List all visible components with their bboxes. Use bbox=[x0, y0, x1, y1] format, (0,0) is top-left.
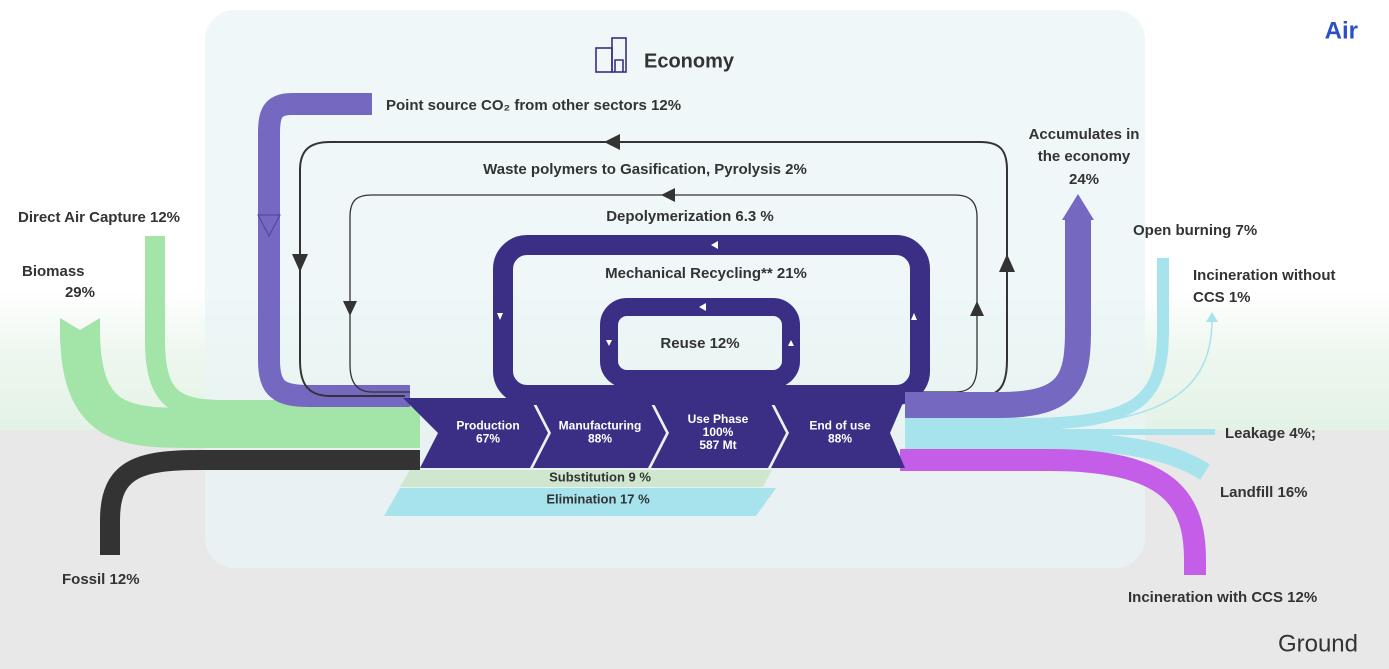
label: Open burning 7% bbox=[1133, 222, 1257, 239]
label: Substitution 9 % bbox=[549, 469, 651, 484]
economy-icon bbox=[595, 37, 627, 73]
dac-flow bbox=[145, 236, 420, 420]
arrow bbox=[1206, 312, 1218, 322]
arrow bbox=[970, 301, 984, 316]
label: Landfill 16% bbox=[1220, 484, 1308, 501]
stage-label: 587 Mt bbox=[699, 438, 736, 452]
substitution-band bbox=[400, 470, 772, 487]
stage-label: Production bbox=[456, 419, 519, 433]
stage-label: 88% bbox=[588, 432, 612, 446]
arrow bbox=[343, 301, 357, 316]
stage-label: 67% bbox=[476, 432, 500, 446]
landfill-flow bbox=[905, 432, 1210, 480]
label: Biomass bbox=[22, 263, 85, 280]
incineration-ccs-flow bbox=[900, 449, 1206, 575]
stage-label: End of use bbox=[809, 419, 871, 433]
stage-label: 100% bbox=[703, 425, 734, 439]
loop-arrows bbox=[497, 241, 917, 346]
label: CCS 1% bbox=[1193, 289, 1251, 306]
gasification-loop bbox=[299, 141, 1008, 397]
accumulate-flow bbox=[905, 215, 1091, 418]
arrow bbox=[292, 254, 308, 272]
point-source-flow bbox=[258, 93, 410, 407]
arrow bbox=[661, 188, 675, 202]
label: Point source CO₂ from other sectors 12% bbox=[386, 97, 681, 114]
open-burning-flow bbox=[905, 258, 1169, 430]
stages bbox=[403, 398, 905, 468]
ground-label: Ground bbox=[1278, 630, 1358, 657]
incineration-without-flow bbox=[999, 319, 1213, 429]
label: Accumulates in bbox=[1029, 126, 1140, 143]
arrow bbox=[999, 254, 1015, 272]
label: Depolymerization 6.3 % bbox=[606, 208, 774, 225]
label: Mechanical Recycling** 21% bbox=[605, 265, 807, 282]
label: 29% bbox=[65, 284, 95, 301]
label: Waste polymers to Gasification, Pyrolysi… bbox=[483, 161, 807, 178]
label: Reuse 12% bbox=[660, 335, 739, 352]
label: Incineration with CCS 12% bbox=[1128, 589, 1317, 606]
air-label: Air bbox=[1325, 17, 1358, 44]
economy-label: Economy bbox=[644, 50, 735, 72]
stage-label: 88% bbox=[828, 432, 852, 446]
label: Direct Air Capture 12% bbox=[18, 209, 180, 226]
label: Fossil 12% bbox=[62, 571, 140, 588]
stage-label: Use Phase bbox=[688, 412, 749, 426]
arrow bbox=[1062, 194, 1094, 220]
biomass-flow bbox=[60, 329, 420, 449]
label: 24% bbox=[1069, 171, 1099, 188]
arrow bbox=[257, 214, 281, 238]
stage-label: Manufacturing bbox=[559, 419, 642, 433]
elimination-band bbox=[384, 488, 776, 516]
fossil-flow bbox=[100, 450, 420, 555]
label: Elimination 17 % bbox=[546, 491, 650, 506]
arrow bbox=[604, 134, 620, 150]
label: Incineration without bbox=[1193, 267, 1336, 284]
label: Leakage 4%; bbox=[1225, 425, 1316, 442]
biomass-tail bbox=[60, 318, 100, 340]
label: the economy bbox=[1038, 148, 1131, 165]
